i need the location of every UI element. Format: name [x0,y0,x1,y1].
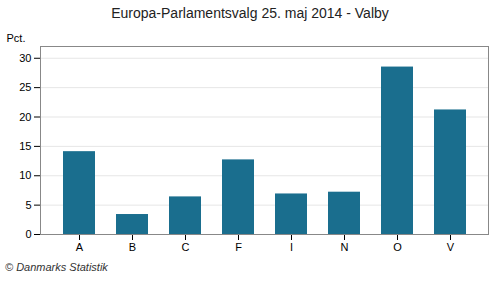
svg-text:N: N [341,241,349,253]
svg-text:B: B [129,241,136,253]
html-text:© Danmarks Statistik: © Danmarks Statistik [5,261,108,273]
svg-text:Pct.: Pct. [7,32,26,44]
svg-text:I: I [290,241,293,253]
svg-text:15: 15 [19,140,31,152]
svg-text:F: F [235,241,242,253]
svg-text:5: 5 [25,199,31,211]
svg-text:30: 30 [19,52,31,64]
svg-text:25: 25 [19,81,31,93]
svg-text:10: 10 [19,169,31,181]
svg-text:C: C [182,241,190,253]
svg-text:V: V [447,241,455,253]
svg-text:O: O [393,241,402,253]
html-text:Europa-Parlamentsvalg 25. maj: Europa-Parlamentsvalg 25. maj 2014 - Val… [111,5,389,21]
svg-text:0: 0 [25,228,31,240]
svg-text:20: 20 [19,111,31,123]
svg-text:A: A [76,241,84,253]
